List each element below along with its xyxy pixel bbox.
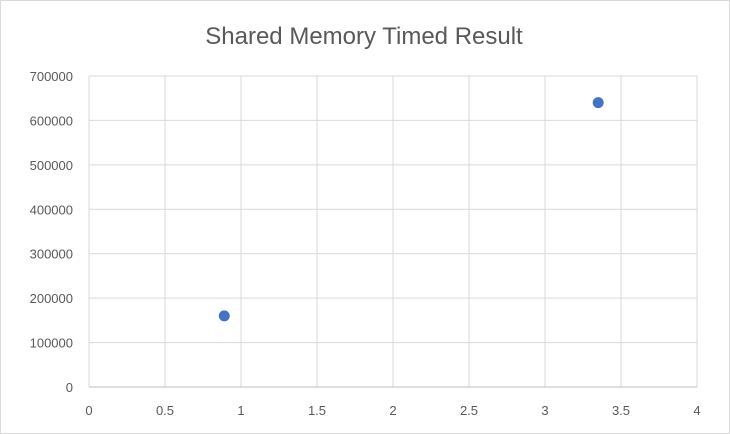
data-points (218, 97, 604, 322)
y-tick-label: 400000 (30, 202, 73, 217)
y-tick-label: 500000 (30, 158, 73, 173)
y-tick-label: 200000 (30, 291, 73, 306)
x-tick-label: 2 (389, 403, 396, 418)
x-tick-label: 1.5 (308, 403, 326, 418)
axes (88, 76, 697, 388)
x-tick-label: 1 (237, 403, 244, 418)
x-tick-label: 4 (693, 403, 700, 418)
y-tick-label: 300000 (30, 247, 73, 262)
gridlines (89, 75, 698, 387)
x-tick-label: 3.5 (612, 403, 630, 418)
y-tick-label: 100000 (30, 336, 73, 351)
data-point (218, 310, 230, 322)
x-tick-label: 2.5 (460, 403, 478, 418)
x-tick-label: 0 (85, 403, 92, 418)
y-tick-label: 0 (66, 380, 73, 395)
chart-title: Shared Memory Timed Result (205, 23, 523, 50)
data-point (592, 97, 604, 109)
y-tick-label: 700000 (30, 69, 73, 84)
x-tick-label: 3 (541, 403, 548, 418)
tick-labels: 0 0.5 1 1.5 2 2.5 3 3.5 4 0 100000 200000 300000 4000… (30, 69, 701, 418)
x-tick-label: 0.5 (156, 403, 174, 418)
y-tick-label: 600000 (30, 113, 73, 128)
